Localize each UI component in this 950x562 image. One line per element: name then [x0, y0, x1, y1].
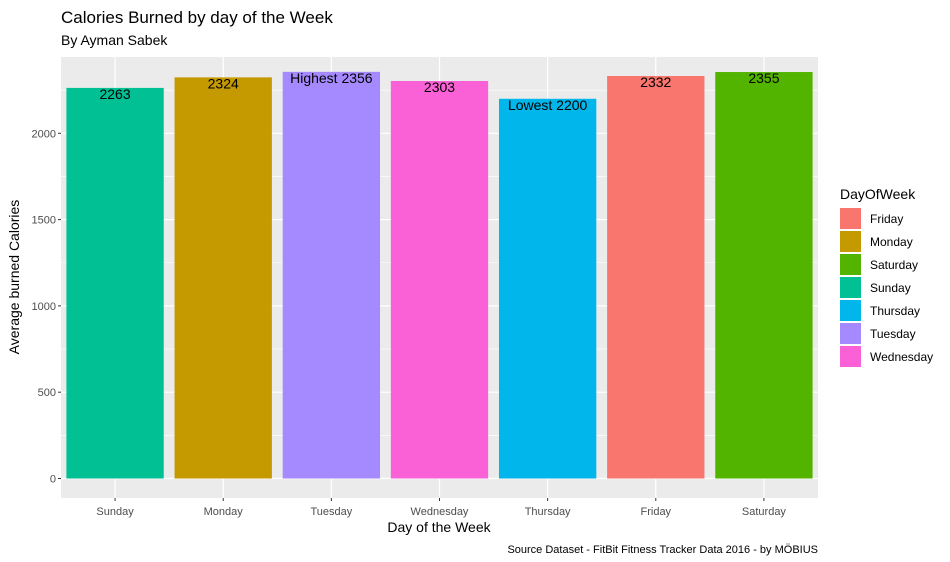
x-tick-label: Sunday — [96, 506, 134, 518]
x-tick-label: Tuesday — [310, 506, 352, 518]
legend-label-saturday: Saturday — [870, 258, 918, 272]
bar-monday — [174, 77, 272, 479]
data-label-saturday: 2355 — [748, 70, 779, 86]
legend-label-friday: Friday — [870, 212, 903, 226]
data-label-wednesday: 2303 — [424, 79, 455, 95]
bar-tuesday — [282, 71, 381, 479]
chart-caption: Source Dataset - FitBit Fitness Tracker … — [507, 544, 818, 556]
y-tick-label: 0 — [50, 474, 56, 486]
bar-friday — [607, 75, 705, 479]
data-label-monday: 2324 — [208, 75, 239, 91]
x-tick-label: Thursday — [525, 506, 571, 518]
legend-key-saturday — [840, 254, 861, 275]
x-tick-label: Saturday — [742, 506, 787, 518]
data-labels: 2263 2324 Highest 2356 2303 Lowest 2200 2332 2… — [99, 70, 779, 113]
legend-label-sunday: Sunday — [870, 281, 911, 295]
bar-saturday — [715, 72, 813, 479]
data-label-friday: 2332 — [640, 74, 671, 90]
legend-label-tuesday: Tuesday — [870, 327, 916, 341]
legend-label-thursday: Thursday — [870, 304, 920, 318]
x-axis-ticks: Sunday Monday Tuesday Wednesday Thursday Frid… — [96, 498, 786, 518]
legend-key-wednesday — [840, 346, 861, 367]
y-tick-label: 500 — [38, 387, 56, 399]
y-tick-label: 1500 — [32, 215, 56, 227]
legend-title: DayOfWeek — [840, 186, 916, 202]
data-label-tuesday: Highest 2356 — [290, 70, 373, 86]
data-label-thursday: Lowest 2200 — [508, 97, 588, 113]
bar-thursday — [498, 98, 597, 479]
chart-subtitle: By Ayman Sabek — [61, 32, 168, 48]
legend-key-monday — [840, 231, 861, 252]
legend-key-tuesday — [840, 323, 861, 344]
bars — [66, 71, 813, 479]
y-axis-ticks: 0 500 1000 1500 2000 — [32, 128, 61, 486]
legend-key-friday — [840, 208, 861, 229]
chart-title: Calories Burned by day of the Week — [61, 8, 333, 27]
legend-label-monday: Monday — [870, 235, 913, 249]
legend-items: Friday Monday Saturday Sunday Thursday Tuesda… — [840, 208, 933, 367]
y-tick-label: 1000 — [32, 301, 56, 313]
legend-key-sunday — [840, 277, 861, 298]
x-tick-label: Friday — [641, 506, 672, 518]
legend-label-wednesday: Wednesday — [870, 350, 933, 364]
bar-sunday — [66, 87, 164, 479]
legend-key-thursday — [840, 300, 861, 321]
y-tick-label: 2000 — [32, 128, 56, 140]
x-tick-label: Monday — [204, 506, 244, 518]
x-axis-title: Day of the Week — [387, 519, 491, 535]
y-axis-title: Average burned Calories — [6, 200, 22, 355]
legend: DayOfWeek Friday Monday Saturday Sunday Thur… — [840, 186, 933, 367]
bar-wednesday — [390, 81, 489, 479]
data-label-sunday: 2263 — [99, 86, 130, 102]
x-tick-label: Wednesday — [411, 506, 469, 518]
